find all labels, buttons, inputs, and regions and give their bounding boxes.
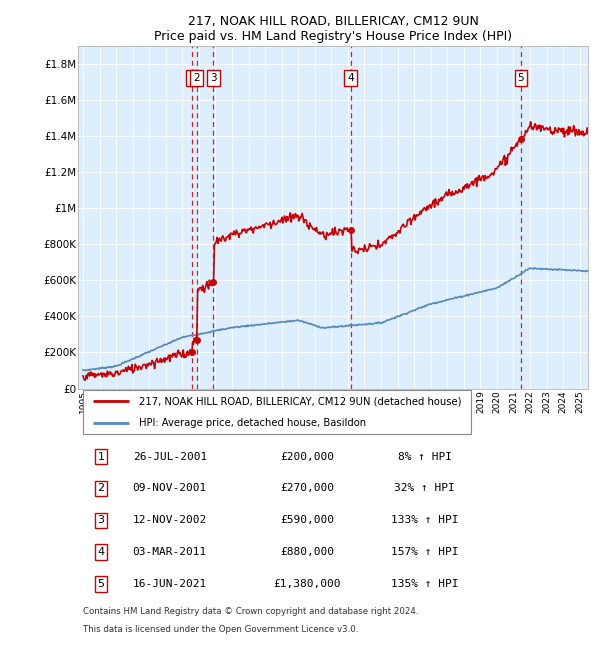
Text: 12-NOV-2002: 12-NOV-2002: [133, 515, 207, 525]
Text: This data is licensed under the Open Government Licence v3.0.: This data is licensed under the Open Gov…: [83, 625, 358, 634]
Text: £880,000: £880,000: [281, 547, 335, 557]
Text: 3: 3: [97, 515, 104, 525]
Text: 8% ↑ HPI: 8% ↑ HPI: [398, 452, 452, 461]
Text: 4: 4: [347, 73, 354, 83]
Text: 03-MAR-2011: 03-MAR-2011: [133, 547, 207, 557]
Text: 217, NOAK HILL ROAD, BILLERICAY, CM12 9UN (detached house): 217, NOAK HILL ROAD, BILLERICAY, CM12 9U…: [139, 396, 462, 406]
Text: 5: 5: [97, 579, 104, 589]
Text: 3: 3: [210, 73, 217, 83]
Text: 1: 1: [97, 452, 104, 461]
Text: 26-JUL-2001: 26-JUL-2001: [133, 452, 207, 461]
Text: 157% ↑ HPI: 157% ↑ HPI: [391, 547, 458, 557]
Text: 4: 4: [97, 547, 104, 557]
Text: 1: 1: [188, 73, 195, 83]
Text: 32% ↑ HPI: 32% ↑ HPI: [394, 484, 455, 493]
Text: 133% ↑ HPI: 133% ↑ HPI: [391, 515, 458, 525]
Text: £590,000: £590,000: [281, 515, 335, 525]
Text: £270,000: £270,000: [281, 484, 335, 493]
Title: 217, NOAK HILL ROAD, BILLERICAY, CM12 9UN
Price paid vs. HM Land Registry's Hous: 217, NOAK HILL ROAD, BILLERICAY, CM12 9U…: [154, 15, 512, 43]
Text: 2: 2: [97, 484, 104, 493]
Text: Contains HM Land Registry data © Crown copyright and database right 2024.: Contains HM Land Registry data © Crown c…: [83, 607, 419, 616]
Text: 09-NOV-2001: 09-NOV-2001: [133, 484, 207, 493]
Text: 135% ↑ HPI: 135% ↑ HPI: [391, 579, 458, 589]
Text: £1,380,000: £1,380,000: [274, 579, 341, 589]
Text: 5: 5: [518, 73, 524, 83]
Text: 2: 2: [193, 73, 200, 83]
FancyBboxPatch shape: [83, 391, 471, 434]
Text: £200,000: £200,000: [281, 452, 335, 461]
Text: 16-JUN-2021: 16-JUN-2021: [133, 579, 207, 589]
Text: HPI: Average price, detached house, Basildon: HPI: Average price, detached house, Basi…: [139, 418, 367, 428]
